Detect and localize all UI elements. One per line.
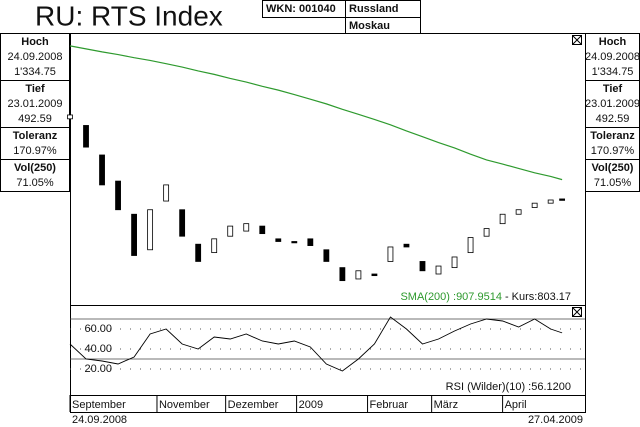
stat-value: 492.59 — [596, 113, 630, 125]
stat-value: 1'334.75 — [14, 66, 56, 78]
candle — [307, 238, 314, 246]
candle — [559, 198, 566, 201]
sma-label: SMA(200) :907.9514 — [400, 291, 502, 303]
y-tick-label: 60.00 — [84, 323, 112, 335]
candle — [499, 213, 506, 225]
country: Russland — [349, 3, 399, 15]
candle — [547, 199, 554, 204]
x-tick-label: März — [434, 399, 458, 411]
candle — [419, 261, 426, 272]
stat-label: Tief — [603, 83, 623, 95]
candle — [259, 225, 266, 235]
rsi-line — [69, 316, 563, 372]
candle — [211, 238, 218, 254]
candle — [387, 246, 394, 262]
sma-line — [69, 45, 563, 181]
candle — [403, 243, 410, 248]
y-tick-label: 20.00 — [84, 363, 112, 375]
candle — [467, 237, 474, 254]
candle — [83, 125, 89, 148]
candle — [99, 154, 105, 186]
stat-value: 1'334.75 — [592, 66, 634, 78]
stat-label: Hoch — [599, 36, 627, 48]
candle — [275, 238, 282, 242]
start-date: 24.09.2008 — [72, 414, 127, 426]
stat-label: Tief — [25, 83, 45, 95]
candle — [243, 223, 250, 232]
candle — [195, 243, 202, 262]
candle — [451, 256, 458, 269]
title: RU: RTS Index — [35, 0, 223, 31]
stat-label: Vol(250) — [592, 162, 634, 174]
stat-date: 23.01.2009 — [7, 98, 62, 110]
x-tick-label: Dezember — [228, 399, 279, 411]
stat-label: Hoch — [21, 36, 49, 48]
x-tick-label: Februar — [370, 399, 409, 411]
candle — [531, 202, 538, 208]
x-tick-label: 2009 — [299, 399, 323, 411]
candle — [131, 213, 137, 256]
stat-date: 24.09.2008 — [585, 51, 640, 63]
candle — [147, 209, 154, 251]
x-tick-label: November — [159, 399, 210, 411]
candle — [291, 241, 298, 244]
candle — [67, 114, 73, 120]
stat-cell — [0, 159, 70, 192]
stat-value: 170.97% — [591, 145, 635, 157]
candle — [435, 265, 442, 275]
candle — [515, 209, 522, 215]
candle — [339, 267, 346, 282]
stat-date: 24.09.2008 — [7, 51, 62, 63]
price-label: - Kurs:803.17 — [505, 291, 571, 303]
candle — [483, 228, 490, 237]
stat-value: 170.97% — [13, 145, 57, 157]
x-tick-label: April — [505, 399, 527, 411]
close-icon[interactable] — [572, 307, 582, 317]
end-date: 27.04.2009 — [528, 414, 583, 426]
candle — [323, 249, 330, 262]
candle — [115, 180, 121, 211]
exchange: Moskau — [349, 20, 390, 32]
x-tick-label: September — [72, 399, 126, 411]
candle — [179, 209, 186, 237]
stat-label: Toleranz — [590, 130, 635, 142]
stat-label: Toleranz — [13, 130, 58, 142]
close-icon[interactable] — [572, 35, 582, 45]
rsi-label: RSI (Wilder)(10) :56.1200 — [446, 381, 571, 393]
candle — [371, 273, 378, 277]
candle — [227, 225, 234, 237]
stat-value: 71.05% — [16, 177, 54, 189]
candle — [355, 270, 362, 280]
stat-label: Vol(250) — [14, 162, 56, 174]
stat-date: 23.01.2009 — [585, 98, 640, 110]
stat-value: 492.59 — [18, 113, 52, 125]
candle — [163, 184, 170, 202]
wkn: WKN: 001040 — [266, 3, 336, 15]
y-tick-label: 40.00 — [84, 343, 112, 355]
stat-value: 71.05% — [594, 177, 632, 189]
